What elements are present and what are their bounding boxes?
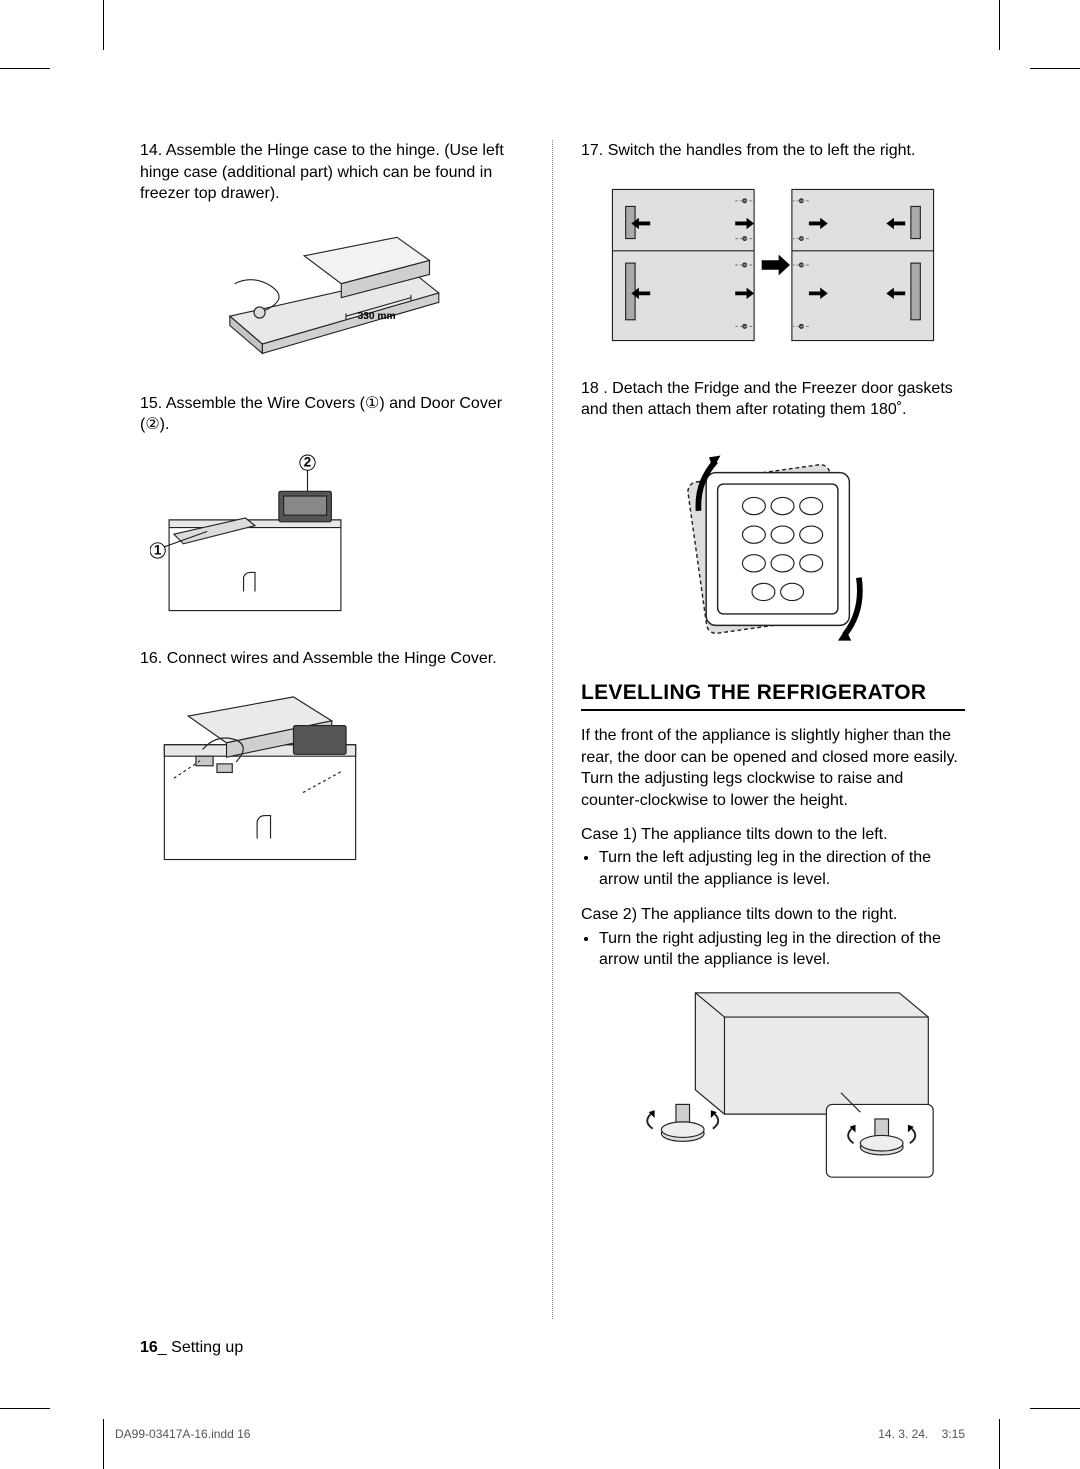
figure-wire-covers: 2 1: [140, 444, 524, 634]
svg-text:1: 1: [154, 542, 162, 557]
crop-mark: [103, 0, 104, 50]
step-number: 14.: [140, 142, 162, 159]
figure-rotate-gasket: [581, 429, 965, 669]
case2-bullet: Turn the right adjusting leg in the dire…: [599, 928, 965, 971]
print-date: 14. 3. 24.: [878, 1427, 928, 1441]
figure-levelling-legs: [581, 985, 965, 1185]
crop-mark: [1030, 1408, 1080, 1409]
step-text: Assemble the Wire Covers (①) and Door Co…: [140, 395, 502, 434]
column-divider: [552, 140, 553, 1319]
figure-hinge-cover-connect: [140, 678, 524, 888]
figure-hinge-case: 330 mm: [140, 213, 524, 373]
step-number: 15.: [140, 395, 162, 412]
page-number: 16: [140, 1339, 158, 1356]
section-intro: If the front of the appliance is slightl…: [581, 725, 965, 811]
crop-mark: [0, 68, 50, 69]
footer-section: Setting up: [171, 1339, 243, 1356]
crop-mark: [103, 1419, 104, 1469]
step-text: Switch the handles from the to left the …: [608, 142, 916, 159]
page-content: 14. Assemble the Hinge case to the hinge…: [140, 140, 965, 1319]
step-text: Detach the Fridge and the Freezer door g…: [581, 380, 953, 419]
step-17: 17. Switch the handles from the to left …: [581, 140, 965, 162]
case1-label: Case 1) The appliance tilts down to the …: [581, 824, 965, 846]
case1-bullet: Turn the left adjusting leg in the direc…: [599, 847, 965, 890]
section-heading: LEVELLING THE REFRIGERATOR: [581, 679, 965, 711]
step-15: 15. Assemble the Wire Covers (①) and Doo…: [140, 393, 524, 436]
step-16: 16. Connect wires and Assemble the Hinge…: [140, 648, 524, 670]
step-number: 17.: [581, 142, 603, 159]
print-file: DA99-03417A-16.indd 16: [115, 1427, 250, 1441]
step-14: 14. Assemble the Hinge case to the hinge…: [140, 140, 524, 205]
print-metadata: DA99-03417A-16.indd 16 14. 3. 24. 3:15: [115, 1427, 965, 1441]
figure-dimension-label: 330 mm: [358, 311, 396, 322]
print-time: 3:15: [942, 1427, 965, 1441]
svg-text:2: 2: [304, 454, 311, 469]
case1-list: Turn the left adjusting leg in the direc…: [581, 847, 965, 892]
right-column: 17. Switch the handles from the to left …: [581, 140, 965, 1319]
crop-mark: [1030, 68, 1080, 69]
step-text: Connect wires and Assemble the Hinge Cov…: [167, 650, 497, 667]
crop-mark: [999, 0, 1000, 50]
crop-mark: [999, 1419, 1000, 1469]
step-text: Assemble the Hinge case to the hinge. (U…: [140, 142, 504, 202]
figure-switch-handles: [581, 170, 965, 360]
footer-separator: _: [158, 1339, 167, 1356]
case2-list: Turn the right adjusting leg in the dire…: [581, 928, 965, 973]
case2-label: Case 2) The appliance tilts down to the …: [581, 904, 965, 926]
crop-mark: [0, 1408, 50, 1409]
left-column: 14. Assemble the Hinge case to the hinge…: [140, 140, 524, 1319]
step-number: 16.: [140, 650, 162, 667]
step-number: 18 .: [581, 380, 608, 397]
page-footer: 16_ Setting up: [140, 1339, 243, 1357]
step-18: 18 . Detach the Fridge and the Freezer d…: [581, 378, 965, 421]
